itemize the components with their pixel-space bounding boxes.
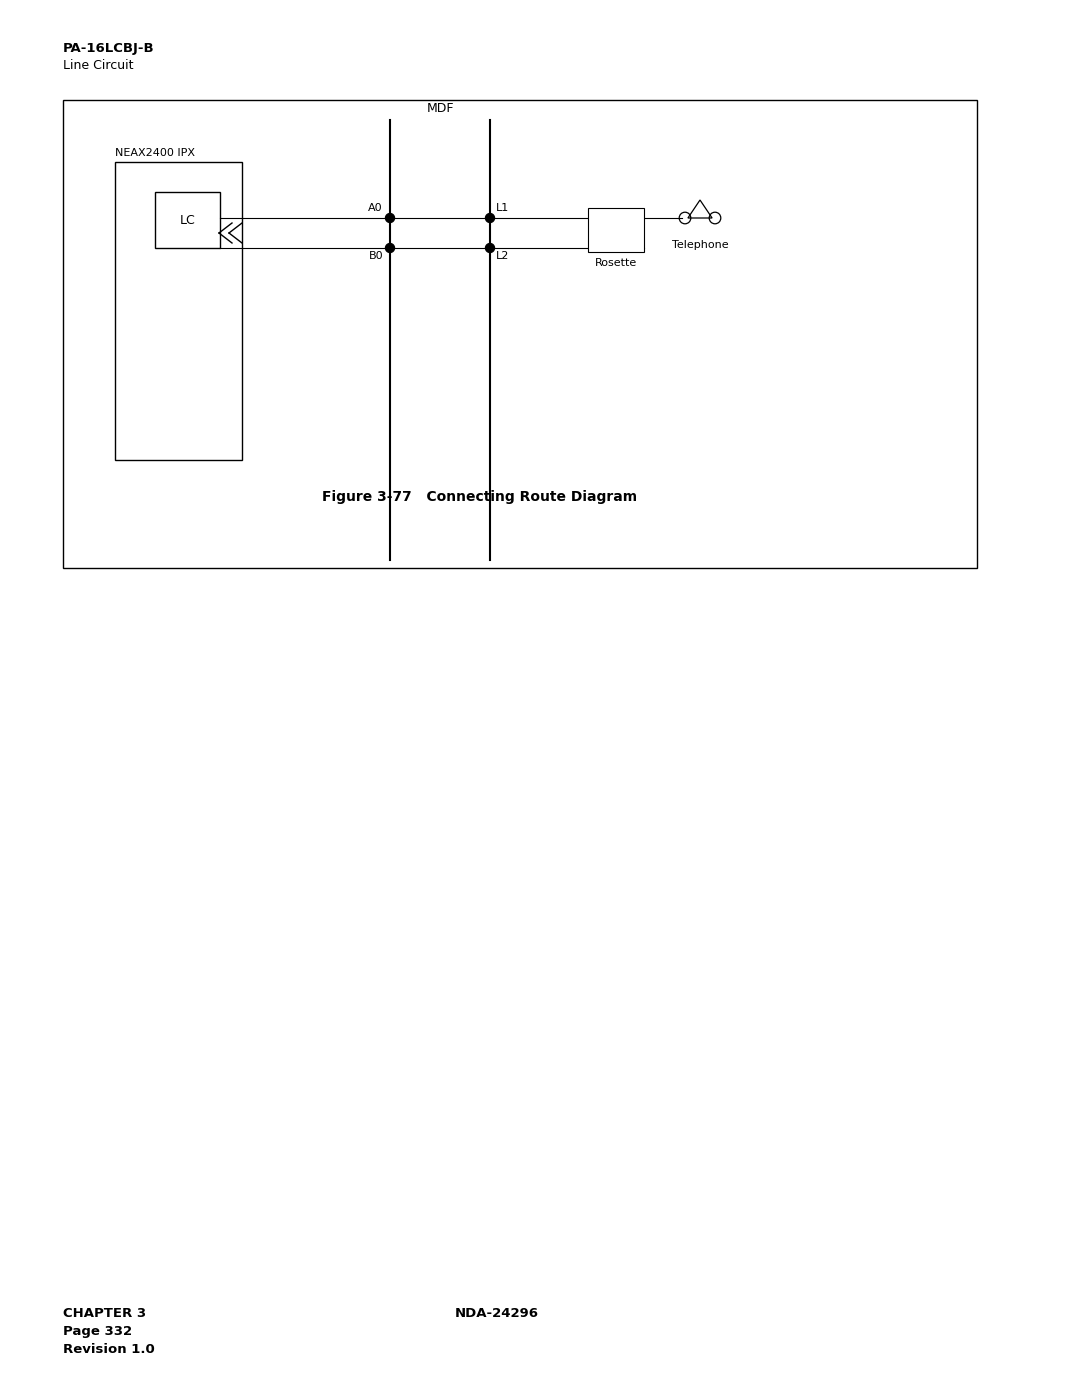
Text: Line Circuit: Line Circuit — [63, 59, 134, 73]
Text: PA-16LCBJ-B: PA-16LCBJ-B — [63, 42, 154, 54]
Text: Figure 3-77   Connecting Route Diagram: Figure 3-77 Connecting Route Diagram — [323, 490, 637, 504]
Text: Rosette: Rosette — [595, 258, 637, 268]
Text: MDF: MDF — [427, 102, 454, 115]
Text: CHAPTER 3
Page 332
Revision 1.0: CHAPTER 3 Page 332 Revision 1.0 — [63, 1308, 154, 1356]
Text: Telephone: Telephone — [672, 240, 728, 250]
Bar — [156, 191, 220, 249]
Bar — [114, 162, 242, 460]
Text: NEAX2400 IPX: NEAX2400 IPX — [114, 148, 195, 158]
Text: A0: A0 — [368, 203, 383, 212]
Bar — [588, 208, 644, 251]
Circle shape — [386, 243, 394, 253]
Text: L2: L2 — [496, 251, 510, 261]
Bar — [63, 101, 977, 569]
Text: L1: L1 — [496, 203, 510, 212]
Text: LC: LC — [179, 214, 195, 226]
Circle shape — [486, 243, 495, 253]
Circle shape — [386, 214, 394, 222]
Text: B0: B0 — [368, 251, 383, 261]
Circle shape — [486, 214, 495, 222]
Text: NDA-24296: NDA-24296 — [455, 1308, 539, 1320]
Polygon shape — [688, 200, 712, 218]
